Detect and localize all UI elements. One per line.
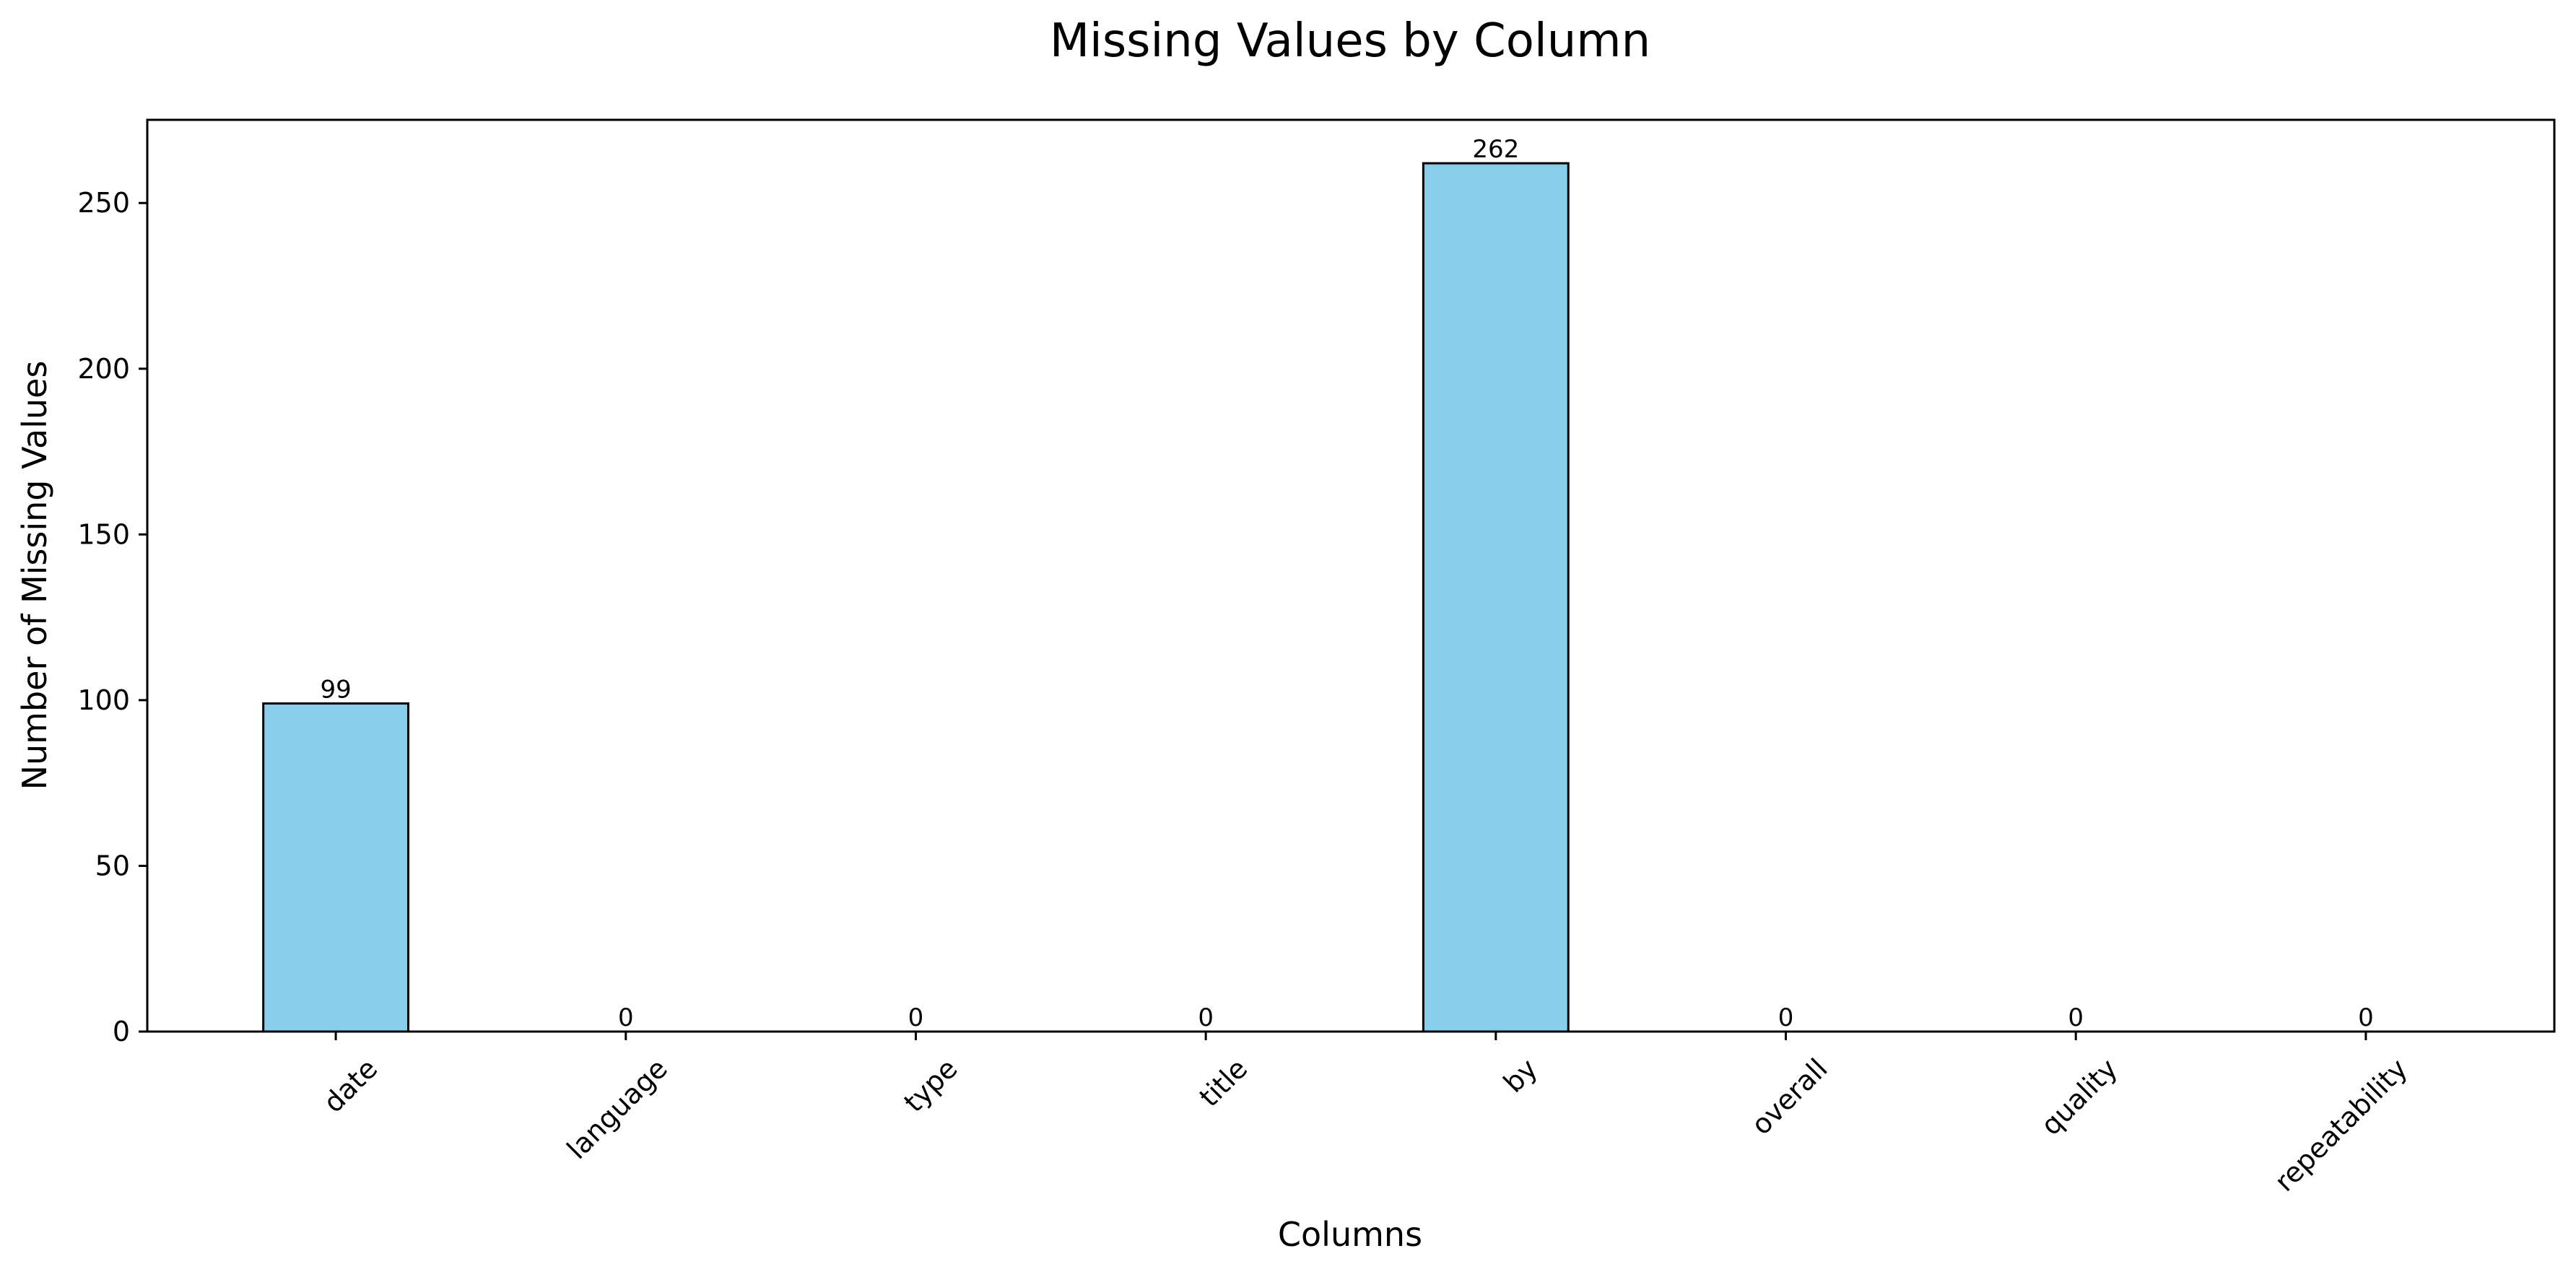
bar-date (262, 702, 410, 1033)
y-axis-label: Number of Missing Values (15, 361, 54, 790)
data-label-title: 0 (1198, 1003, 1214, 1032)
y-tick-label-50: 50 (95, 850, 130, 881)
chart-title: Missing Values by Column (1050, 14, 1650, 68)
data-labels-layer: 99 0 0 0 262 0 0 0 (320, 135, 2373, 1032)
x-tick-label-title: title (1193, 1052, 1254, 1113)
y-tick-label-200: 200 (77, 353, 130, 385)
x-tick-label-by: by (1497, 1052, 1544, 1099)
bars-layer (262, 162, 1570, 1033)
data-label-quality: 0 (2068, 1003, 2084, 1032)
y-tick-label-0: 0 (113, 1016, 130, 1047)
x-tick-label-language: language (561, 1052, 674, 1165)
plot-frame (146, 118, 2556, 1033)
y-tick-label-250: 250 (77, 187, 130, 219)
x-axis-label: Columns (1278, 1215, 1422, 1254)
y-tick-label-100: 100 (77, 684, 130, 716)
data-label-language: 0 (618, 1003, 634, 1032)
y-axis: 0 50 100 150 200 250 (77, 187, 147, 1047)
data-label-repeatability: 0 (2358, 1003, 2374, 1032)
data-label-type: 0 (908, 1003, 924, 1032)
x-tick-label-date: date (318, 1052, 384, 1119)
data-label-by: 262 (1472, 135, 1519, 164)
x-tick-label-overall: overall (1745, 1052, 1833, 1141)
data-label-overall: 0 (1778, 1003, 1794, 1032)
x-tick-label-type: type (897, 1052, 963, 1118)
y-tick-label-150: 150 (77, 518, 130, 550)
bar-by (1422, 162, 1570, 1033)
data-label-date: 99 (320, 675, 351, 704)
x-axis: date language type title by overall quality rep… (318, 1032, 2414, 1198)
x-tick-label-quality: quality (2035, 1052, 2123, 1141)
x-tick-label-repeatability: repeatability (2268, 1052, 2414, 1198)
